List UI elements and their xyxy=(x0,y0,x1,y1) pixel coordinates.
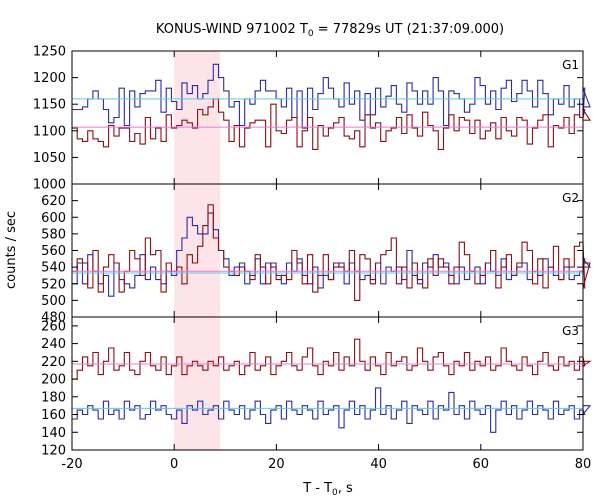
x-tick-label: -20 xyxy=(61,457,82,472)
y-tick-label: 160 xyxy=(41,408,66,423)
x-tick-label: 80 xyxy=(575,457,592,472)
series-blue-curve xyxy=(72,212,592,297)
y-tick-label: 580 xyxy=(41,227,66,242)
y-tick-label: 520 xyxy=(41,277,66,292)
x-axis-label: T - T0, s xyxy=(302,481,353,498)
x-tick-label: 60 xyxy=(473,457,490,472)
panels-group: 100010501100115012001250G148050052054056… xyxy=(33,45,592,472)
series-red-curve xyxy=(72,338,592,380)
y-tick-label: 1150 xyxy=(33,98,66,113)
y-tick-label: 240 xyxy=(41,337,66,352)
y-tick-label: 140 xyxy=(41,426,66,441)
y-tick-label: 600 xyxy=(41,211,66,226)
y-tick-label: 1250 xyxy=(33,45,66,60)
burst-interval-band xyxy=(174,317,221,450)
y-tick-label: 200 xyxy=(41,373,66,388)
y-tick-label: 260 xyxy=(41,319,66,334)
series-red-curve xyxy=(72,98,592,150)
y-tick-label: 480 xyxy=(41,311,66,326)
y-tick-label: 180 xyxy=(41,390,66,405)
x-tick-label: 20 xyxy=(268,457,285,472)
panel-label-g1: G1 xyxy=(562,58,579,72)
y-tick-label: 560 xyxy=(41,244,66,259)
x-tick-label: 40 xyxy=(370,457,387,472)
y-tick-label: 1200 xyxy=(33,71,66,86)
y-tick-label: 1000 xyxy=(33,178,66,193)
panel-frame xyxy=(71,183,584,318)
panel-g3: 120 140 160 180 200 220 240 260 -20 0 20 40 60 80 G3 xyxy=(41,316,592,472)
y-axis-label: counts / sec xyxy=(4,211,19,289)
series-blue-curve xyxy=(72,63,591,129)
y-tick-label: 620 xyxy=(41,194,66,209)
panel-g1: 1000 1050 1100 1150 1200 1250 G1 xyxy=(33,45,592,193)
chart-title: KONUS-WIND 971002 T0 = 77829s UT (21:37:… xyxy=(156,22,504,39)
x-tick-label: 0 xyxy=(170,457,178,472)
panel-frame xyxy=(71,316,584,451)
y-tick-label: 500 xyxy=(41,294,66,309)
panel-label-g3: G3 xyxy=(562,324,579,338)
y-tick-label: 220 xyxy=(41,355,66,370)
y-tick-label: 1100 xyxy=(33,124,66,139)
y-tick-label: 120 xyxy=(41,444,66,459)
y-tick-label: 1050 xyxy=(33,151,66,166)
panel-label-g2: G2 xyxy=(562,191,579,205)
series-blue-curve xyxy=(72,387,592,433)
series-red-curve xyxy=(72,204,591,301)
y-tick-label: 540 xyxy=(41,261,66,276)
